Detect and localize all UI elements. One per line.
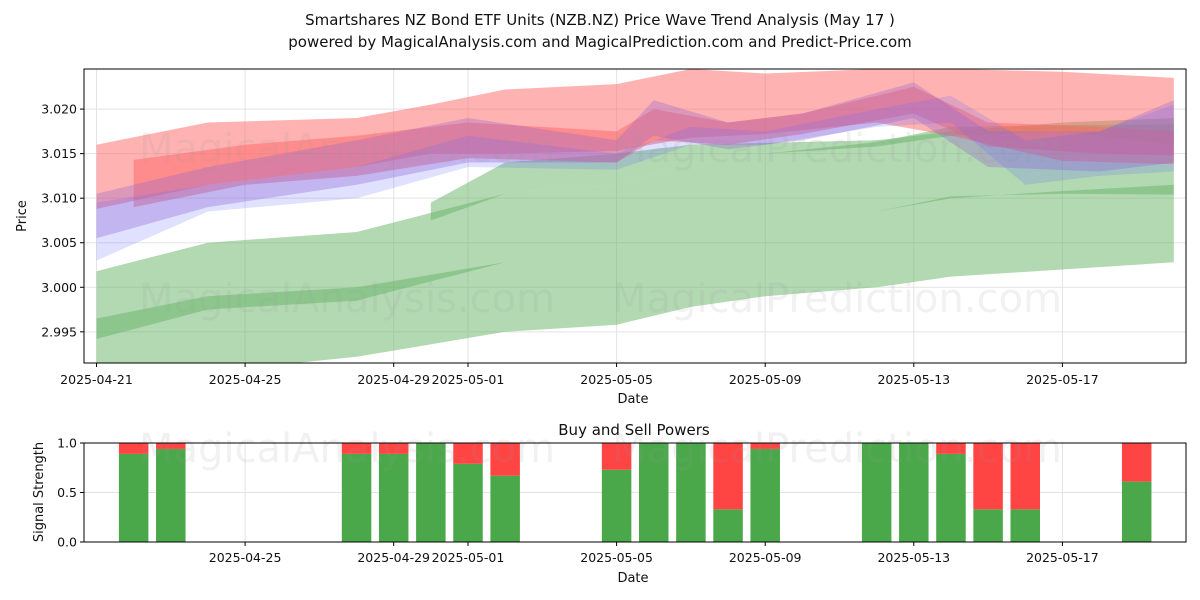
chart-title: Smartshares NZ Bond ETF Units (NZB.NZ) P… [305,11,895,29]
y-tick-label: 3.015 [41,146,77,161]
buy-power-bar [1010,509,1040,542]
y-tick-label: 1.0 [57,436,77,451]
sell-power-bar [453,443,483,464]
y-tick-label: 3.000 [41,280,77,295]
buy-power-bar [118,453,149,542]
sell-power-bar [490,443,520,476]
red-wave-band [133,86,1174,208]
power-axis-ticks: 0.0 0.5 1.0 2025-04-25 2025-04-29 2025-05-01 2… [57,436,1099,566]
y-tick-label: 3.005 [41,235,77,250]
y-tick-label: 2.995 [41,324,77,339]
sell-power-bar [341,443,372,454]
purple-wave-band [96,82,1174,239]
x-tick-label: 2025-04-29 [357,550,430,565]
price-y-axis-label: Price [15,200,30,232]
x-tick-label: 2025-05-09 [729,372,802,387]
price-axis-ticks: 2.995 3.000 3.005 3.010 3.015 3.020 2025-04-21… [41,102,1099,387]
sell-power-bar [118,443,149,454]
sell-power-bar [601,443,632,470]
buy-power-bar [156,448,186,542]
buy-power-bar [750,448,780,542]
x-tick-label: 2025-05-13 [877,550,950,565]
sell-power-bar [156,443,186,449]
sell-power-bar [1121,443,1152,482]
buy-power-bar [601,469,632,542]
x-tick-label: 2025-05-09 [729,550,802,565]
price-plot-frame [83,68,1187,364]
watermark: MagicalPrediction.com [612,276,1062,322]
price-x-axis-label: Date [617,392,648,407]
watermark: MagicalPrediction.com [612,126,1062,172]
watermark: MagicalAnalysis.com [139,276,555,322]
buy-power-bar [973,509,1003,542]
x-tick-label: 2025-05-01 [432,550,505,565]
buy-power-bar [639,443,669,542]
buy-power-bar [416,443,446,542]
x-tick-label: 2025-05-17 [1026,550,1099,565]
x-tick-label: 2025-05-05 [580,372,653,387]
y-tick-label: 3.010 [41,191,77,206]
buy-power-bar [490,475,520,542]
y-tick-label: 0.5 [57,485,77,500]
x-tick-label: 2025-04-29 [357,372,430,387]
price-wave-bands [96,69,1174,363]
green-wave-band [96,124,1174,363]
buy-power-bar [341,453,372,542]
x-tick-label: 2025-04-21 [60,372,133,387]
watermark: MagicalAnalysis.com [139,426,555,472]
watermark: MagicalPrediction.com [612,426,1062,472]
x-tick-label: 2025-05-01 [432,372,505,387]
x-tick-label: 2025-05-17 [1026,372,1099,387]
chart-subtitle: powered by MagicalAnalysis.com and Magic… [288,33,912,51]
power-y-axis-label: Signal Strength [32,442,47,542]
blue-wave-band [96,95,1174,261]
sell-power-bar [1010,443,1040,510]
power-chart-title: Buy and Sell Powers [558,421,710,439]
buy-power-bar [899,443,929,542]
x-tick-label: 2025-05-05 [580,550,653,565]
power-x-axis-label: Date [617,571,648,586]
sell-power-bar [936,443,966,454]
buy-power-bar [936,453,966,542]
buy-power-bar [378,453,409,542]
sell-power-bar [713,443,743,510]
buy-power-bar [1121,481,1152,542]
watermark: MagicalAnalysis.com [139,126,555,172]
y-tick-label: 3.020 [41,102,77,117]
x-tick-label: 2025-04-25 [209,372,282,387]
buy-power-bar [861,443,892,542]
sell-power-bar [378,443,409,454]
x-tick-label: 2025-04-25 [209,550,282,565]
buy-power-bar [453,463,483,542]
sell-power-bar [973,443,1003,510]
y-tick-label: 0.0 [57,535,77,550]
power-bars [118,443,1152,542]
sell-power-bar [750,443,780,449]
x-tick-label: 2025-05-13 [877,372,950,387]
buy-power-bar [676,443,706,542]
buy-power-bar [713,509,743,542]
